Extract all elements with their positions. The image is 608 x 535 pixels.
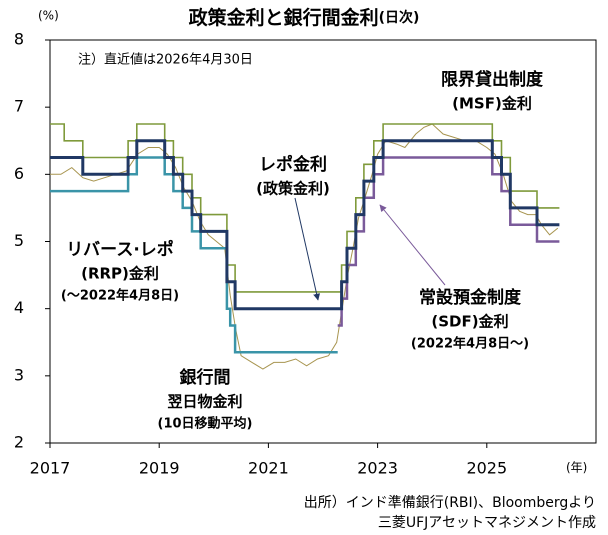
chart-title: 政策金利と銀行間金利(日次)	[189, 6, 420, 29]
x-tick-label: 2023	[357, 459, 398, 478]
annotation: 翌日物金利	[167, 393, 242, 411]
annotation: (～2022年4月8日)	[61, 288, 179, 304]
x-tick-label: 2019	[139, 459, 180, 478]
y-tick-label: 3	[14, 365, 24, 384]
x-tick-label: 2021	[248, 459, 289, 478]
arrow	[379, 204, 446, 286]
arrow	[294, 197, 321, 301]
x-tick-label: 2017	[30, 459, 71, 478]
title-note: (日次)	[379, 9, 420, 26]
plot-area: 2 3 4 5 6 7 8 2017 2019 2021 2023 2025	[14, 30, 597, 478]
title: 政策金利と銀行間金利	[189, 6, 379, 29]
series-line	[50, 139, 560, 311]
series-line	[50, 156, 338, 354]
y-unit: (%)	[38, 9, 59, 23]
source: 三菱UFJアセットマネジメント作成	[378, 515, 596, 531]
annotation: (政策金利)	[256, 180, 330, 198]
annotation: 常設預金制度	[419, 287, 522, 308]
series-line	[50, 123, 560, 293]
x-tick-label: 2025	[466, 459, 507, 478]
y-tick-label: 8	[14, 30, 24, 49]
annotation: リバース·レポ	[66, 239, 174, 260]
annotation: (RRP)金利	[81, 265, 159, 283]
y-tick-label: 2	[14, 433, 24, 452]
source: 出所）インド準備銀行(RBI)、Bloombergより	[304, 495, 596, 511]
x-unit: (年)	[566, 461, 587, 475]
annotation: (10日移動平均)	[158, 416, 253, 432]
y-tick-label: 4	[14, 298, 24, 317]
annotation: (SDF)金利	[431, 313, 508, 331]
annotation: (2022年4月8日～)	[411, 336, 529, 352]
y-tick-label: 6	[14, 164, 24, 183]
y-tick-label: 5	[14, 231, 24, 250]
series-line	[50, 123, 559, 370]
annotation: 銀行間	[180, 367, 231, 388]
annotation: (MSF)金利	[452, 95, 532, 113]
annotation: レポ金利	[259, 154, 327, 175]
annotation: 限界貸出制度	[441, 69, 544, 90]
note: 注）直近値は2026年4月30日	[78, 52, 253, 68]
y-tick-label: 7	[14, 97, 24, 116]
